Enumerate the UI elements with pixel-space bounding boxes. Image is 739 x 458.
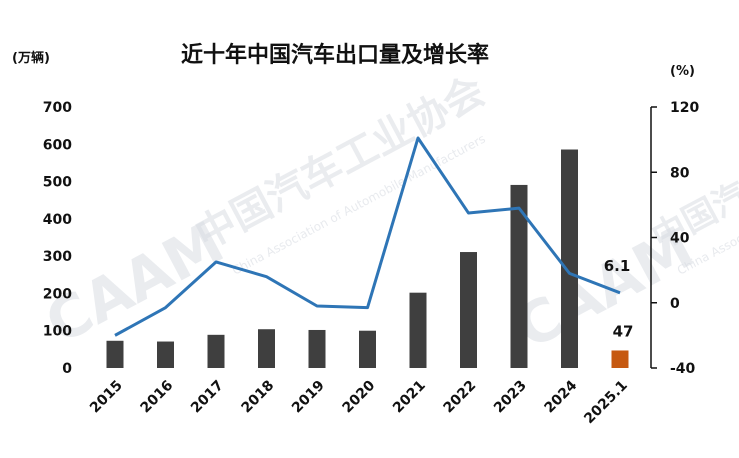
left-axis-unit: (万辆) <box>12 50 50 66</box>
right-tick-label: 0 <box>670 296 680 312</box>
line-last-label: 6.1 <box>604 257 631 275</box>
x-tick-label: 2023 <box>491 378 530 417</box>
x-tick-label: 2018 <box>238 378 277 417</box>
left-tick-label: 200 <box>43 286 72 302</box>
x-tick-label: 2022 <box>440 378 479 417</box>
bar-2025.1 <box>611 350 629 368</box>
right-tick-label: 80 <box>670 165 690 181</box>
left-axis-ticks: 0 100 200 300 400 500 600 700 <box>43 100 72 377</box>
bar-2016 <box>157 341 174 368</box>
bar-2023 <box>510 184 528 368</box>
x-axis-ticks: 2015 2016 2017 2018 2019 2020 2021 2022 2023 2024… <box>87 377 631 427</box>
bar-2018 <box>258 329 275 368</box>
left-tick-label: 300 <box>43 249 72 265</box>
x-tick-label: 2021 <box>390 378 429 417</box>
bar-2019 <box>308 329 326 368</box>
line-series <box>114 136 621 337</box>
left-tick-label: 500 <box>43 175 72 191</box>
right-axis-ticks: -40 0 40 80 120 <box>651 100 699 377</box>
bar-series <box>106 149 629 368</box>
x-tick-label: 2025.1 <box>581 378 631 428</box>
annotations: 6.1 47 <box>604 257 634 341</box>
bar-2022 <box>460 252 477 368</box>
right-tick-label: 120 <box>670 100 699 116</box>
x-tick-label: 2020 <box>339 377 378 416</box>
left-tick-label: 600 <box>43 137 72 153</box>
x-tick-label: 2024 <box>541 377 580 416</box>
left-tick-label: 0 <box>62 361 72 377</box>
left-tick-label: 700 <box>43 100 72 116</box>
left-tick-label: 400 <box>43 212 72 228</box>
right-tick-label: 40 <box>670 231 690 247</box>
bar-2024 <box>561 149 578 368</box>
bar-2015 <box>106 340 124 368</box>
right-axis-unit: (%) <box>670 64 695 79</box>
growth-rate-line <box>114 136 621 337</box>
x-tick-label: 2016 <box>137 378 176 417</box>
right-tick-label: -40 <box>670 361 696 377</box>
x-tick-label: 2019 <box>289 378 328 417</box>
bar-2020 <box>359 330 376 368</box>
bar-last-label: 47 <box>613 322 634 340</box>
bar-2021 <box>409 292 427 368</box>
x-tick-label: 2015 <box>87 378 126 417</box>
left-tick-label: 100 <box>43 324 72 340</box>
x-tick-label: 2017 <box>188 378 227 417</box>
chart-title: 近十年中国汽车出口量及增长率 <box>181 42 489 68</box>
watermark: 中国汽车工业协会 China Association of Automobile… <box>35 68 739 362</box>
bar-2017 <box>207 334 225 368</box>
